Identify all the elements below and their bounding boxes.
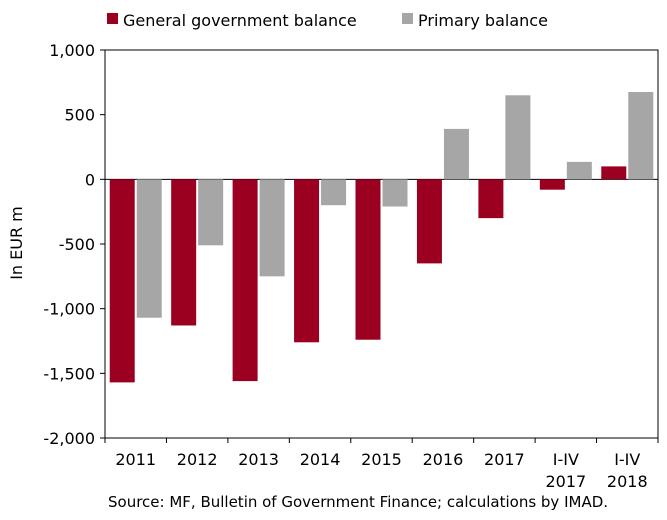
bar-general-government-3 (294, 179, 320, 343)
y-tick-label: 500 (64, 106, 95, 125)
legend-swatch-0 (107, 13, 118, 24)
bar-general-government-2 (232, 179, 258, 382)
bar-general-government-0 (109, 179, 135, 383)
bar-general-government-6 (478, 179, 504, 219)
y-tick-label: -500 (59, 235, 95, 254)
bar-general-government-5 (416, 179, 442, 264)
x-tick-label: 2012 (177, 450, 218, 469)
y-tick-label: -2,000 (43, 429, 95, 448)
y-tick-label: -1,000 (43, 300, 95, 319)
x-tick-label: 2016 (423, 450, 464, 469)
x-tick-label: I-IV 2017 (545, 450, 586, 491)
bar-primary-0 (136, 179, 162, 318)
x-tick-label: 2017 (484, 450, 525, 469)
bar-primary-3 (321, 179, 347, 206)
legend-label-1: Primary balance (418, 11, 548, 30)
bar-primary-7 (566, 161, 592, 180)
bar-primary-5 (443, 128, 469, 180)
bar-primary-6 (505, 95, 531, 180)
y-axis-label: In EUR m (7, 206, 26, 280)
y-tick-label: 1,000 (49, 41, 95, 60)
x-tick-label: I-IV 2018 (607, 450, 648, 491)
x-tick-label: 2014 (300, 450, 341, 469)
bar-primary-2 (259, 179, 285, 277)
source-note: Source: MF, Bulletin of Government Finan… (108, 493, 609, 511)
bar-general-government-8 (601, 166, 627, 180)
y-tick-label: -1,500 (43, 364, 95, 383)
bar-general-government-4 (355, 179, 381, 340)
bar-primary-8 (628, 92, 654, 180)
bar-primary-4 (382, 179, 408, 207)
x-tick-label: 2015 (361, 450, 402, 469)
plot-area: 1,000 500 0 -500 -1,000 -1,500 -2,000 2011 2012 2… (43, 41, 659, 491)
bar-primary-1 (198, 179, 224, 246)
x-tick-label: 2011 (115, 450, 156, 469)
bar-general-government-7 (539, 179, 565, 190)
bar-general-government-1 (171, 179, 197, 326)
legend-swatch-1 (402, 13, 413, 24)
x-tick-label: 2013 (238, 450, 279, 469)
legend-label-0: General government balance (123, 11, 357, 30)
legend: General government balance Primary balanc… (107, 11, 548, 30)
y-tick-label: 0 (85, 170, 95, 189)
